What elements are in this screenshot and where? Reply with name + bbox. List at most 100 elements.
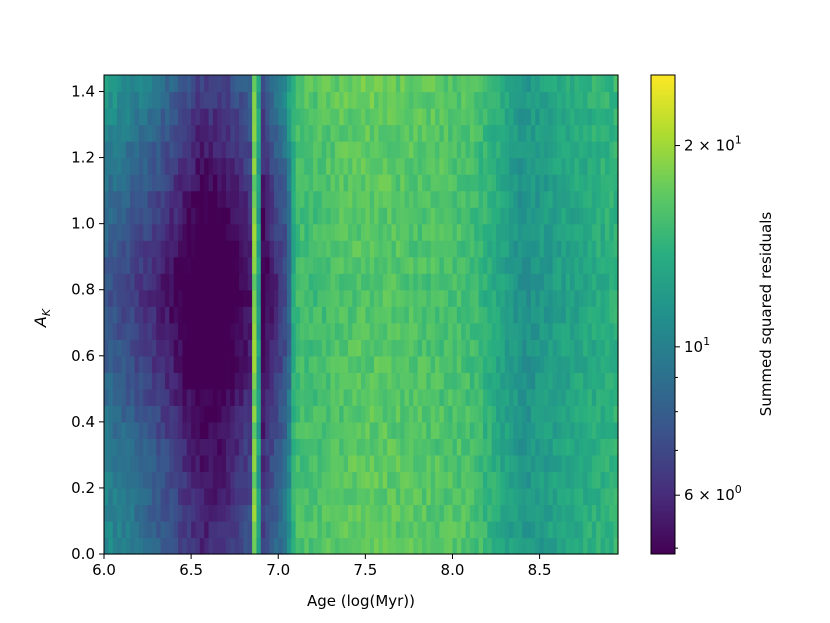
heatmap-cell: [104, 471, 109, 489]
y-axis-ticks: 0.00.20.40.60.81.01.21.4: [71, 83, 104, 563]
heatmap-cell: [321, 322, 327, 340]
heatmap-cell: [256, 108, 262, 126]
heatmap-cell: [600, 339, 606, 357]
heatmap-cell: [387, 124, 393, 142]
heatmap-cell: [256, 124, 262, 142]
heatmap-cell: [478, 520, 484, 539]
heatmap-cell: [574, 372, 580, 390]
heatmap-cell: [160, 91, 166, 109]
heatmap-cell: [591, 438, 597, 456]
heatmap-cell: [156, 157, 162, 175]
heatmap-cell: [369, 339, 375, 357]
heatmap-cell: [173, 124, 179, 142]
heatmap-cell: [448, 223, 454, 241]
heatmap-cell: [204, 322, 210, 340]
heatmap-cell: [239, 471, 244, 489]
heatmap-cell: [321, 289, 327, 307]
heatmap-cell: [482, 520, 488, 539]
heatmap-cell: [391, 487, 397, 506]
heatmap-cell: [604, 405, 610, 423]
heatmap-cell: [125, 537, 131, 555]
heatmap-cell: [452, 504, 458, 522]
heatmap-cell: [138, 141, 144, 159]
heatmap-cell: [212, 339, 218, 357]
heatmap-cell: [570, 537, 576, 555]
heatmap-cell: [169, 405, 175, 423]
heatmap-cell: [609, 207, 615, 225]
heatmap-cell: [313, 372, 319, 390]
heatmap-cell: [121, 124, 127, 142]
heatmap-cell: [295, 537, 301, 555]
heatmap-cell: [482, 91, 488, 109]
heatmap-cell: [443, 355, 449, 373]
heatmap-cell: [330, 157, 336, 175]
heatmap-cell: [291, 124, 297, 142]
heatmap-cell: [208, 322, 214, 340]
heatmap-cell: [278, 471, 284, 489]
heatmap-cell: [178, 273, 184, 291]
heatmap-cell: [356, 190, 362, 208]
heatmap-cell: [304, 454, 310, 473]
heatmap-cell: [352, 157, 358, 175]
heatmap-cell: [530, 223, 536, 241]
heatmap-cell: [164, 487, 170, 506]
heatmap-cell: [243, 190, 249, 208]
heatmap-cell: [513, 421, 519, 439]
heatmap-cell: [125, 141, 131, 159]
heatmap-cell: [513, 141, 519, 159]
heatmap-cell: [208, 108, 214, 126]
heatmap-cell: [400, 520, 406, 539]
heatmap-cell: [482, 289, 488, 307]
heatmap-cell: [356, 487, 362, 506]
heatmap-cell: [199, 355, 205, 373]
heatmap-cell: [469, 504, 475, 522]
heatmap-cell: [212, 91, 218, 109]
heatmap-cell: [413, 141, 419, 159]
heatmap-cell: [160, 174, 166, 192]
heatmap-cell: [491, 421, 497, 439]
heatmap-cell: [452, 355, 458, 373]
heatmap-cell: [421, 405, 427, 423]
heatmap-cell: [217, 124, 223, 142]
heatmap-cell: [543, 141, 549, 159]
heatmap-cell: [321, 454, 327, 473]
heatmap-cell: [130, 322, 136, 340]
heatmap-cell: [108, 273, 114, 291]
heatmap-cell: [278, 108, 284, 126]
heatmap-cell: [504, 355, 510, 373]
heatmap-cell: [387, 421, 393, 439]
heatmap-cell: [543, 91, 549, 109]
heatmap-cell: [548, 207, 554, 225]
heatmap-cell: [417, 339, 423, 357]
heatmap-cell: [482, 454, 488, 473]
heatmap-cell: [286, 339, 292, 357]
heatmap-cell: [286, 223, 292, 241]
heatmap-cell: [186, 421, 192, 439]
heatmap-cell: [212, 289, 218, 307]
heatmap-cell: [374, 306, 380, 324]
heatmap-cell: [265, 157, 271, 175]
heatmap-cell: [221, 190, 227, 208]
heatmap-cell: [117, 91, 123, 109]
heatmap-cell: [439, 471, 445, 489]
heatmap-cell: [147, 273, 153, 291]
heatmap-cell: [604, 240, 610, 258]
heatmap-cell: [234, 471, 240, 489]
heatmap-cell: [482, 108, 488, 126]
heatmap-cell: [204, 372, 210, 390]
heatmap-cell: [143, 306, 149, 324]
heatmap-cell: [578, 124, 584, 142]
heatmap-cell: [247, 454, 253, 473]
heatmap-cell: [243, 91, 249, 109]
heatmap-cell: [112, 207, 118, 225]
heatmap-cell: [417, 487, 423, 506]
heatmap-cell: [160, 108, 166, 126]
heatmap-cell: [134, 273, 140, 291]
heatmap-cell: [147, 504, 153, 522]
heatmap-cell: [256, 157, 262, 175]
heatmap-cell: [125, 174, 131, 192]
heatmap-cell: [160, 306, 166, 324]
heatmap-cell: [143, 405, 149, 423]
heatmap-cell: [583, 207, 589, 225]
heatmap-cell: [239, 438, 244, 456]
